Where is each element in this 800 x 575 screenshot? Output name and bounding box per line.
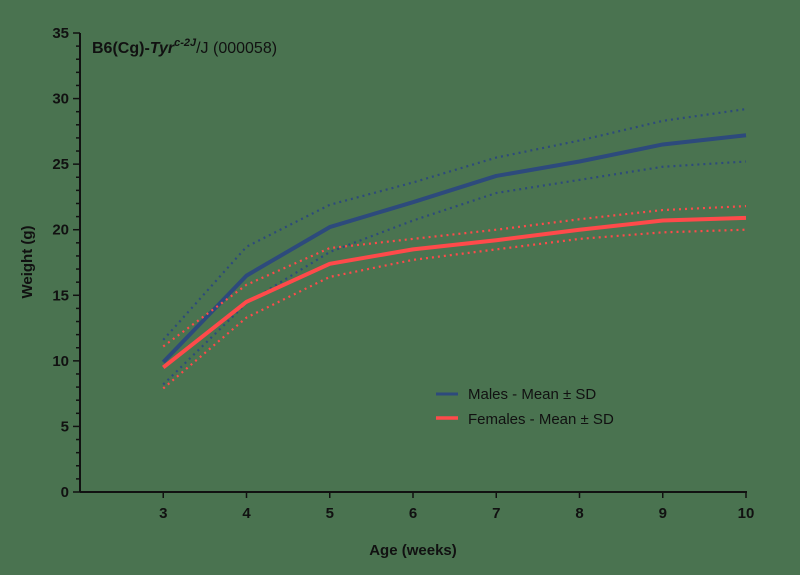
x-tick-label: 5 (326, 505, 334, 522)
y-tick-label: 5 (61, 418, 69, 435)
axes: 0 5 10 15 20 25 30 35 3 4 5 6 7 8 9 10 (52, 25, 754, 522)
y-tick-label: 20 (52, 222, 69, 239)
y-axis-title: Weight (g) (19, 225, 36, 298)
x-tick-label: 4 (242, 505, 251, 522)
x-ticks: 3 4 5 6 7 8 9 10 (159, 492, 754, 522)
x-tick-label: 9 (659, 505, 667, 522)
females-mean-sd-line (162, 228, 747, 390)
y-tick-label: 0 (61, 484, 69, 501)
x-tick-label: 6 (409, 505, 417, 522)
males-mean-line (161, 133, 747, 364)
x-tick-label: 10 (738, 505, 755, 522)
y-tick-label: 25 (52, 156, 69, 173)
legend: Males - Mean ± SD Females - Mean ± SD (436, 386, 614, 428)
y-tick-label: 15 (52, 287, 69, 304)
y-tick-label: 10 (52, 353, 69, 370)
y-tick-label: 35 (52, 25, 69, 42)
x-tick-label: 7 (492, 505, 500, 522)
legend-label-males: Males - Mean ± SD (468, 386, 596, 403)
x-tick-label: 3 (159, 505, 167, 522)
x-tick-label: 8 (575, 505, 583, 522)
females-mean-sd-line (162, 205, 747, 348)
legend-label-females: Females - Mean ± SD (468, 411, 614, 428)
y-ticks: 0 5 10 15 20 25 30 35 (52, 25, 80, 501)
females-mean-line (162, 215, 747, 369)
chart-title: B6(Cg)-Tyrc-2J/J (000058) (92, 37, 277, 57)
males-mean-sd-line (162, 107, 747, 341)
y-tick-label: 30 (52, 91, 69, 108)
data-series (161, 107, 747, 390)
x-axis-title: Age (weeks) (369, 542, 457, 559)
